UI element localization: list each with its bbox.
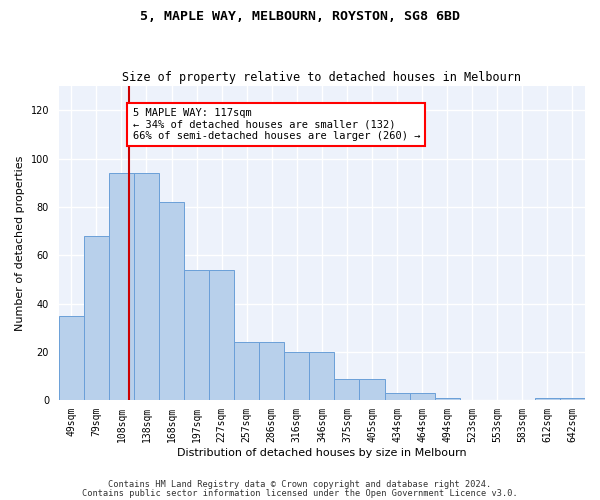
Bar xyxy=(434,398,460,400)
Bar xyxy=(284,352,310,401)
Bar xyxy=(109,173,134,400)
Bar xyxy=(560,398,585,400)
Text: Contains HM Land Registry data © Crown copyright and database right 2024.: Contains HM Land Registry data © Crown c… xyxy=(109,480,491,489)
Bar xyxy=(334,378,359,400)
Bar xyxy=(535,398,560,400)
Bar xyxy=(359,378,385,400)
Title: Size of property relative to detached houses in Melbourn: Size of property relative to detached ho… xyxy=(122,70,521,84)
Bar xyxy=(84,236,109,400)
Bar xyxy=(259,342,284,400)
Bar xyxy=(184,270,209,400)
Text: 5 MAPLE WAY: 117sqm
← 34% of detached houses are smaller (132)
66% of semi-detac: 5 MAPLE WAY: 117sqm ← 34% of detached ho… xyxy=(133,108,420,141)
Text: 5, MAPLE WAY, MELBOURN, ROYSTON, SG8 6BD: 5, MAPLE WAY, MELBOURN, ROYSTON, SG8 6BD xyxy=(140,10,460,23)
Bar xyxy=(234,342,259,400)
Bar xyxy=(159,202,184,400)
Bar xyxy=(310,352,334,401)
Y-axis label: Number of detached properties: Number of detached properties xyxy=(15,156,25,331)
Text: Contains public sector information licensed under the Open Government Licence v3: Contains public sector information licen… xyxy=(82,488,518,498)
Bar xyxy=(59,316,84,400)
Bar xyxy=(410,393,434,400)
Bar xyxy=(385,393,410,400)
X-axis label: Distribution of detached houses by size in Melbourn: Distribution of detached houses by size … xyxy=(177,448,467,458)
Bar xyxy=(134,173,159,400)
Bar xyxy=(209,270,234,400)
